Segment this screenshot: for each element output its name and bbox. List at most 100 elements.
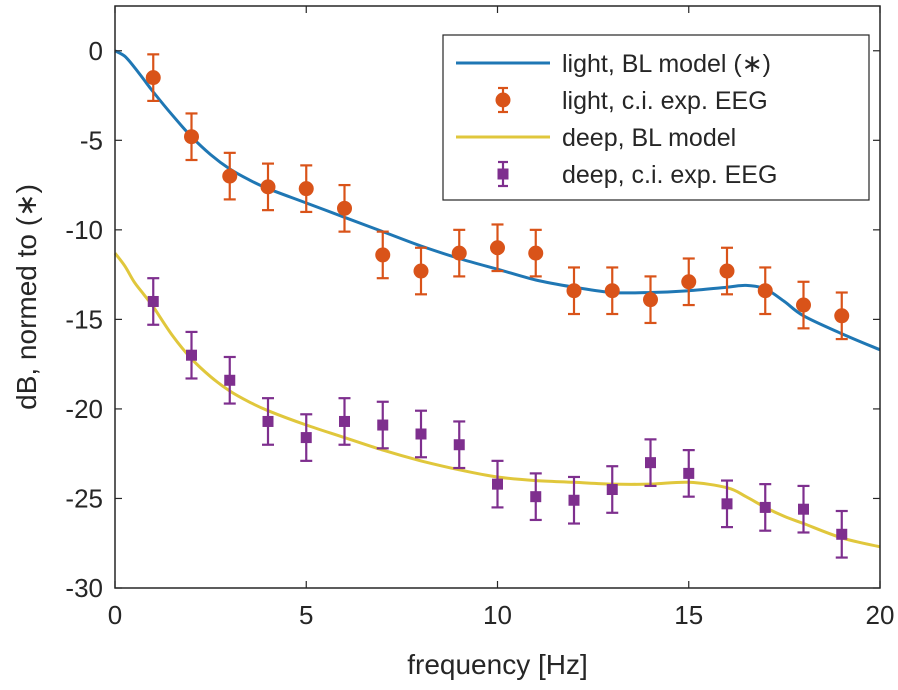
legend-swatch-light-eeg — [495, 86, 511, 114]
data-point — [222, 151, 238, 201]
circle-marker — [298, 181, 314, 197]
circle-marker — [413, 263, 429, 279]
axis-ticks: 0 5 10 15 20 0 -5 -10 -15 -20 -25 -30 — [65, 6, 894, 630]
square-marker — [262, 415, 274, 427]
data-point — [298, 164, 314, 214]
circle-marker — [719, 263, 735, 279]
circle-marker — [757, 283, 773, 299]
square-marker — [300, 432, 312, 444]
data-point — [834, 291, 850, 341]
square-marker — [836, 528, 848, 540]
legend-item-deep-model: deep, BL model — [456, 124, 736, 152]
series-deep-c-i-exp-eeg — [147, 277, 848, 559]
square-marker — [645, 457, 656, 469]
data-point — [797, 484, 810, 534]
data-point — [529, 472, 542, 522]
circle-marker — [222, 168, 238, 184]
y-tick-label: -25 — [65, 483, 103, 513]
data-point — [568, 475, 580, 525]
data-point — [415, 409, 427, 459]
legend-square-marker — [497, 168, 509, 180]
data-point — [644, 438, 657, 488]
legend: light, BL model (∗) light, c.i. exp. EEG… — [442, 34, 870, 201]
y-tick-label: -10 — [65, 215, 103, 245]
data-point — [528, 228, 544, 278]
y-tick-label: -5 — [80, 125, 103, 155]
data-point — [606, 465, 619, 514]
circle-marker — [566, 283, 582, 299]
series-line — [113, 252, 881, 549]
circle-marker — [528, 245, 544, 261]
data-point — [260, 162, 276, 212]
y-tick-label: 0 — [89, 36, 103, 66]
x-tick-label: 20 — [866, 600, 895, 630]
square-marker — [453, 439, 465, 451]
square-marker — [377, 419, 389, 431]
y-tick-label: -30 — [65, 573, 103, 603]
square-marker — [683, 467, 695, 479]
circle-marker — [796, 297, 811, 313]
legend-item-light-model: light, BL model (∗) — [456, 50, 771, 78]
data-point — [643, 275, 658, 325]
y-tick-label: -20 — [65, 394, 103, 424]
data-point — [223, 355, 236, 405]
data-point — [376, 400, 389, 450]
data-point — [757, 266, 773, 316]
series-light-c-i-exp-eeg — [145, 53, 850, 341]
square-marker — [798, 503, 809, 515]
circle-marker — [337, 200, 352, 216]
legend-label-light-model: light, BL model (∗) — [562, 50, 771, 78]
legend-swatch-deep-eeg — [497, 160, 509, 188]
square-marker — [339, 415, 350, 427]
square-marker — [186, 349, 197, 361]
data-point — [451, 228, 467, 278]
data-point — [184, 112, 199, 162]
data-point — [796, 280, 811, 330]
data-point — [835, 509, 848, 559]
data-point — [682, 449, 695, 498]
circle-marker — [643, 292, 658, 308]
square-marker — [568, 494, 580, 506]
data-point — [337, 183, 352, 233]
legend-item-light-eeg: light, c.i. exp. EEG — [495, 86, 768, 115]
data-point — [185, 330, 198, 380]
data-point — [338, 397, 351, 446]
data-point — [566, 266, 582, 316]
series-light-bl-model — [114, 49, 881, 352]
data-point — [604, 266, 620, 316]
series-deep-bl-model — [113, 252, 881, 549]
x-tick-label: 0 — [108, 600, 122, 630]
data-point — [491, 459, 504, 509]
circle-marker — [375, 247, 391, 263]
data-point — [262, 397, 274, 446]
data-point — [681, 257, 697, 307]
data-point — [145, 53, 161, 103]
circle-marker — [681, 274, 697, 290]
y-axis-label: dB, normed to (∗) — [11, 184, 42, 410]
circle-marker — [260, 179, 276, 195]
square-marker — [415, 428, 427, 440]
circle-marker — [490, 240, 505, 256]
legend-label-deep-model: deep, BL model — [562, 124, 736, 152]
data-point — [147, 277, 160, 326]
square-marker — [759, 501, 771, 513]
legend-item-deep-eeg: deep, c.i. exp. EEG — [497, 160, 777, 189]
x-tick-label: 5 — [299, 600, 313, 630]
series-layer — [113, 49, 881, 559]
y-tick-label: -15 — [65, 304, 103, 334]
circle-marker — [834, 308, 850, 324]
data-point — [759, 483, 772, 532]
legend-circle-marker — [495, 92, 511, 108]
data-point — [413, 246, 429, 296]
circle-marker — [145, 70, 161, 86]
series-line — [114, 49, 881, 352]
circle-marker — [451, 245, 467, 261]
square-marker — [224, 374, 236, 386]
data-point — [490, 223, 505, 273]
data-point — [300, 413, 313, 462]
data-point — [375, 230, 391, 280]
circle-marker — [184, 129, 199, 145]
legend-label-deep-eeg: deep, c.i. exp. EEG — [562, 161, 777, 189]
data-point — [721, 479, 733, 529]
